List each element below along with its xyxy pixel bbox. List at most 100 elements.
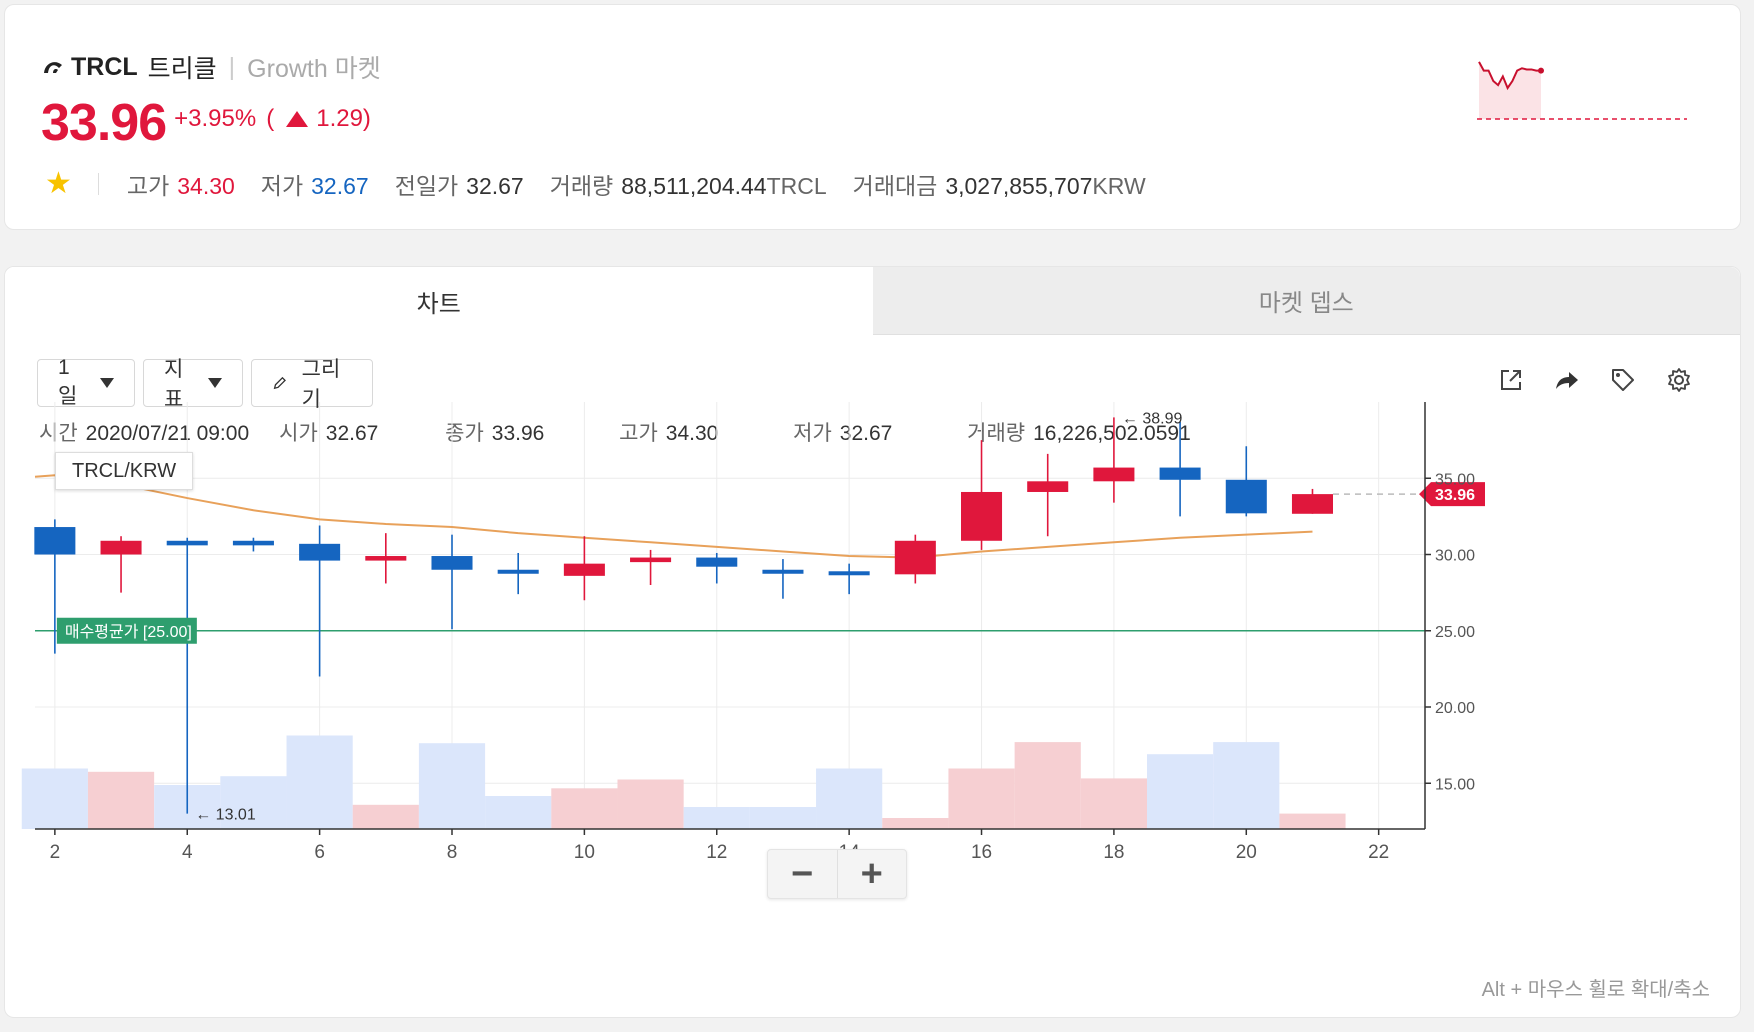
ohlc-low-value: 32.67: [839, 422, 893, 445]
stats-divider: [97, 173, 99, 195]
up-arrow-icon: [286, 111, 309, 127]
stat-amount-label: 거래대금: [852, 173, 938, 199]
volume-bar: [551, 788, 618, 829]
volume-bar: [286, 735, 353, 829]
candle-body: [431, 556, 473, 570]
x-tick-label: 16: [971, 842, 992, 863]
x-tick-label: 20: [1236, 842, 1257, 863]
candle-body: [630, 557, 672, 563]
chart-toolbar: 1 일 지표 그리기: [37, 356, 373, 411]
current-price: 33.96: [41, 94, 167, 152]
zoom-in-button[interactable]: +: [836, 850, 907, 898]
max-price-annotation: ← 38.99: [1122, 410, 1183, 427]
caret-down-icon: [208, 378, 222, 388]
stat-high-label: 고가: [126, 173, 170, 199]
ohlc-open: 시가 32.67: [279, 417, 415, 447]
candle: [828, 563, 870, 595]
sparkline-area: [1479, 61, 1541, 119]
x-tick-label: 4: [182, 842, 193, 863]
zoom-out-button[interactable]: −: [791, 852, 814, 895]
volume-bar: [617, 779, 684, 829]
indicator-label: 지표: [164, 358, 184, 411]
indicator-dropdown[interactable]: 지표: [143, 358, 243, 411]
stat-prev: 전일가 32.67: [395, 167, 524, 201]
current-price-tag-text: 33.96: [1435, 487, 1475, 504]
volume-bar: [1279, 813, 1346, 829]
volume-bar: [816, 768, 883, 829]
external-link-icon[interactable]: [1498, 367, 1524, 393]
volume-bar: [87, 771, 155, 829]
tag-icon[interactable]: [1610, 367, 1636, 393]
ohlc-open-label: 시가: [279, 422, 318, 445]
trcl-logo-icon: [44, 62, 62, 73]
stat-low-value: 32.67: [311, 173, 369, 199]
ticker-title: TRCL 트리클 | Growth 마켓: [41, 49, 381, 85]
ohlc-high-label: 고가: [619, 422, 658, 445]
volume-bar: [1080, 778, 1147, 829]
candle: [299, 525, 341, 677]
ohlc-readout: 시간 2020/07/21 09:00 시가 32.67 종가 33.96 고가 34.…: [39, 417, 1221, 447]
candle-body: [563, 563, 605, 576]
ohlc-high-value: 34.30: [665, 422, 719, 445]
candle-body: [166, 540, 208, 546]
stat-volume-value: 88,511,204.44: [621, 173, 767, 199]
chart-card: 차트 마켓 뎁스 1 일 지표 그리기: [4, 266, 1741, 1018]
favorite-star-icon[interactable]: ★: [45, 167, 72, 200]
candle: [894, 534, 936, 584]
candle-body: [232, 540, 274, 546]
volume-bar: [418, 743, 486, 829]
ticker-stats: ★ 고가 34.30 저가 32.67 전일가 32.67 거래량 88,511,204…: [45, 167, 1172, 201]
ticker-name: 트리클: [147, 55, 217, 83]
change-amount: 1.29): [316, 105, 371, 132]
stat-amount-unit: KRW: [1092, 173, 1146, 199]
caret-down-icon: [100, 378, 114, 388]
pencil-icon: [273, 376, 286, 390]
settings-gear-icon[interactable]: [1666, 367, 1692, 393]
ohlc-volume-value: 16,226,502.0591: [1033, 422, 1191, 445]
y-tick-label: 30.00: [1435, 548, 1475, 565]
candle-body: [365, 556, 407, 561]
stat-prev-value: 32.67: [466, 173, 524, 199]
candle: [1291, 488, 1333, 514]
tab-market-depth[interactable]: 마켓 뎁스: [872, 267, 1740, 335]
stat-low: 저가 32.67: [261, 167, 369, 201]
period-label: 1 일: [58, 356, 78, 408]
x-tick-label: 18: [1103, 842, 1124, 863]
candle-body: [100, 540, 142, 555]
volume-bar: [485, 796, 552, 829]
stat-low-label: 저가: [260, 173, 304, 199]
chart-tools: [1498, 367, 1692, 393]
min-price-annotation: ← 13.01: [195, 807, 256, 824]
ticker-summary-card: TRCL 트리클 | Growth 마켓 33.96 +3.95% ( 1.29…: [4, 4, 1741, 230]
candle: [365, 533, 407, 584]
title-divider: |: [228, 52, 236, 81]
ohlc-time-label: 시간: [39, 422, 78, 445]
volume-bar: [882, 818, 949, 829]
volume-bar: [21, 768, 88, 829]
period-dropdown[interactable]: 1 일: [37, 356, 135, 408]
chart-tabs: 차트 마켓 뎁스: [5, 267, 1740, 335]
candle: [696, 552, 738, 584]
ohlc-low-label: 저가: [793, 422, 832, 445]
tab-chart[interactable]: 차트: [5, 267, 873, 335]
candle-body: [894, 540, 936, 575]
share-icon[interactable]: [1554, 367, 1580, 393]
volume-bar: [683, 807, 750, 829]
candle-body: [34, 527, 76, 555]
ohlc-close-value: 33.96: [491, 422, 545, 445]
candle-body: [1027, 481, 1069, 492]
ohlc-high: 고가 34.30: [619, 417, 763, 447]
change-percent: +3.95%: [174, 105, 257, 132]
candle: [100, 536, 142, 593]
stat-amount: 거래대금 3,027,855,707KRW: [853, 167, 1146, 201]
y-tick-label: 35.00: [1435, 471, 1475, 488]
draw-button[interactable]: 그리기: [251, 358, 373, 411]
candle-body: [497, 569, 539, 574]
moving-average-line: [34, 474, 1313, 559]
volume-bar: [1213, 742, 1280, 829]
candlestick-chart[interactable]: 매수평균가 [25.00] ← 38.99 ← 13.01 33.96 2 4 6 8 10 12…: [5, 267, 1741, 1018]
volume-bar: [948, 768, 1015, 829]
candle: [1027, 453, 1069, 537]
stat-high-value: 34.30: [177, 173, 235, 199]
ohlc-time: 시간 2020/07/21 09:00: [39, 417, 249, 447]
